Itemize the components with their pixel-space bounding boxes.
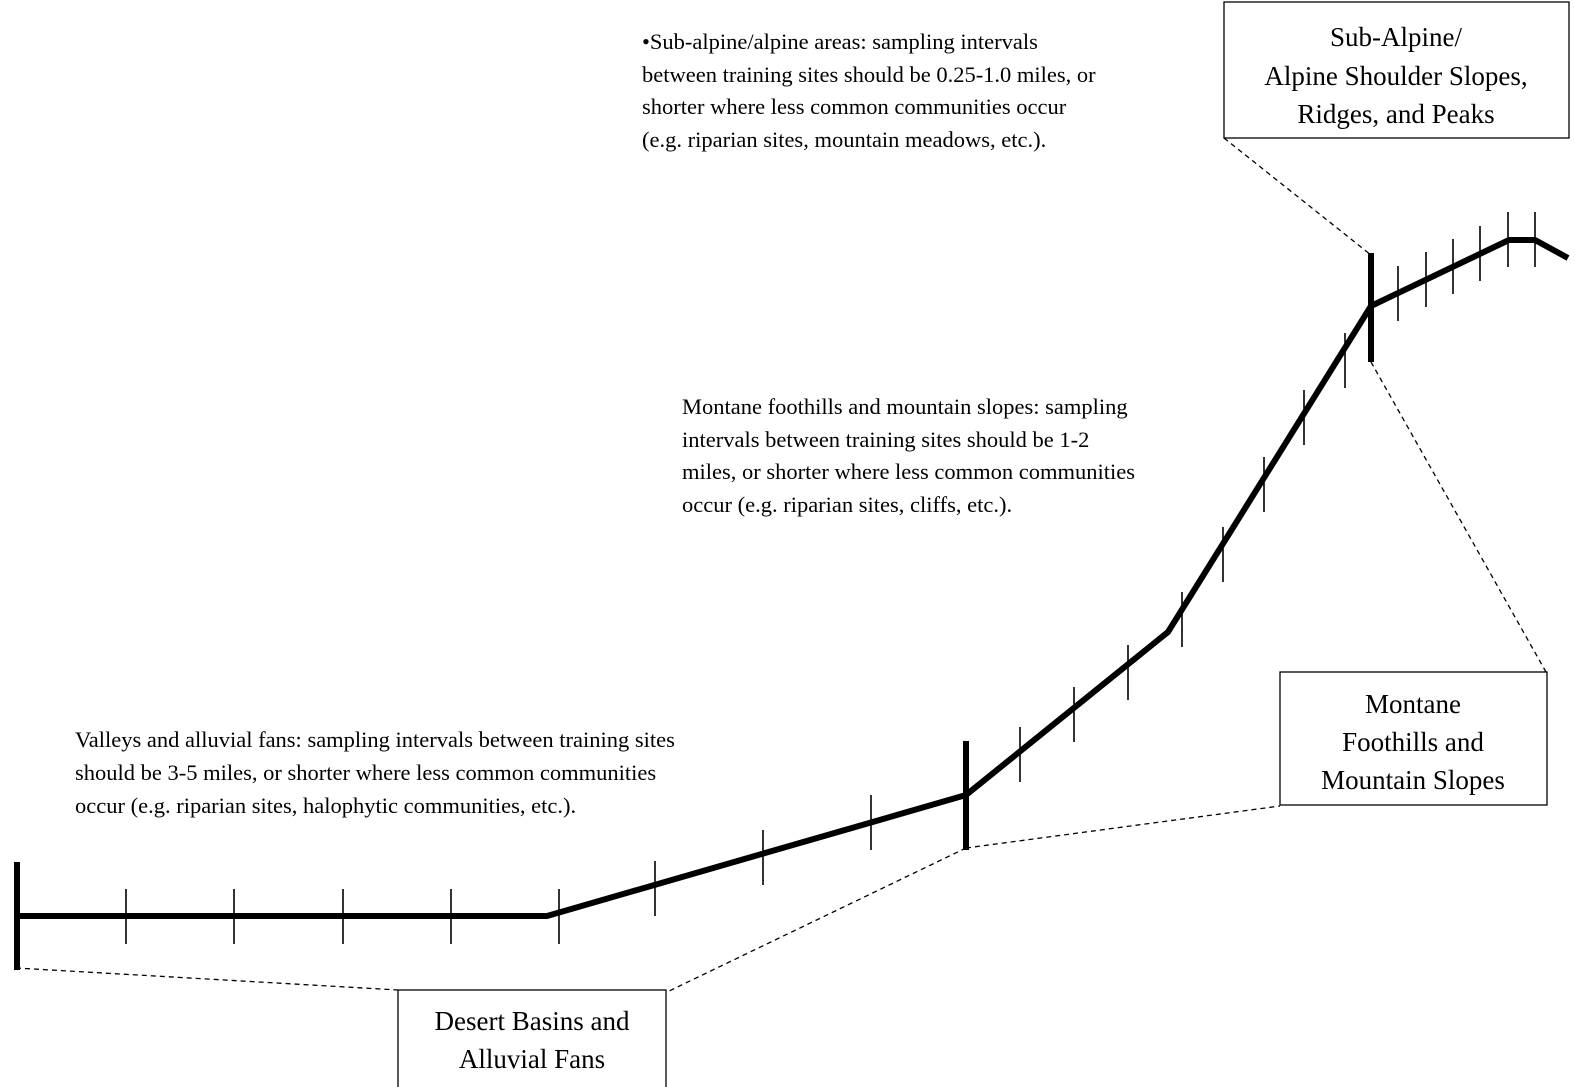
leader-desert-left — [15, 967, 399, 991]
leader-montane-bottom — [965, 805, 1281, 849]
note-montane: Montane foothills and mountain slopes: s… — [682, 394, 1135, 517]
zone-label-line: Alluvial Fans — [459, 1044, 605, 1074]
sampling-tick-marks — [125, 212, 1536, 944]
note-line: between training sites should be 0.25-1.… — [642, 62, 1096, 87]
zone-label-subalpine: Sub-Alpine/ Alpine Shoulder Slopes, Ridg… — [1223, 1, 1570, 139]
zone-label-box — [1279, 671, 1548, 806]
zone-label-line: Ridges, and Peaks — [1297, 99, 1494, 129]
note-line: (e.g. riparian sites, mountain meadows, … — [642, 127, 1046, 152]
zone-label-desert: Desert Basins and Alluvial Fans — [397, 989, 667, 1087]
leader-lines — [15, 137, 1547, 994]
zone-label-line: Desert Basins and — [435, 1006, 630, 1036]
zone-label-box — [1223, 1, 1570, 139]
note-subalpine: •Sub-alpine/alpine areas: sampling inter… — [642, 29, 1096, 152]
note-line: Montane foothills and mountain slopes: s… — [682, 394, 1128, 419]
note-line: miles, or shorter where less common comm… — [682, 459, 1135, 484]
zone-label-line: Mountain Slopes — [1321, 765, 1505, 795]
note-line: occur (e.g. riparian sites, cliffs, etc.… — [682, 492, 1012, 517]
zone-label-line: Montane — [1365, 689, 1461, 719]
note-line: should be 3-5 miles, or shorter where le… — [75, 760, 656, 785]
note-line: occur (e.g. riparian sites, halophytic c… — [75, 793, 576, 818]
zone-label-line: Alpine Shoulder Slopes, — [1264, 61, 1527, 91]
note-line: intervals between training sites should … — [682, 427, 1089, 452]
zone-label-montane: Montane Foothills and Mountain Slopes — [1279, 671, 1548, 806]
leader-desert-right — [664, 847, 967, 994]
zone-label-line: Foothills and — [1342, 727, 1484, 757]
note-line: shorter where less common communities oc… — [642, 94, 1067, 119]
note-valleys: Valleys and alluvial fans: sampling inte… — [75, 727, 675, 818]
note-line: Valleys and alluvial fans: sampling inte… — [75, 727, 675, 752]
terrain-profile-line — [17, 237, 1570, 919]
leader-subalpine-to-boundary — [1223, 137, 1372, 256]
zone-boundaries — [14, 253, 1374, 970]
zone-label-line: Sub-Alpine/ — [1330, 22, 1462, 52]
note-line: •Sub-alpine/alpine areas: sampling inter… — [642, 29, 1038, 54]
zone-label-box — [397, 989, 667, 1087]
leader-montane-top — [1370, 361, 1547, 673]
